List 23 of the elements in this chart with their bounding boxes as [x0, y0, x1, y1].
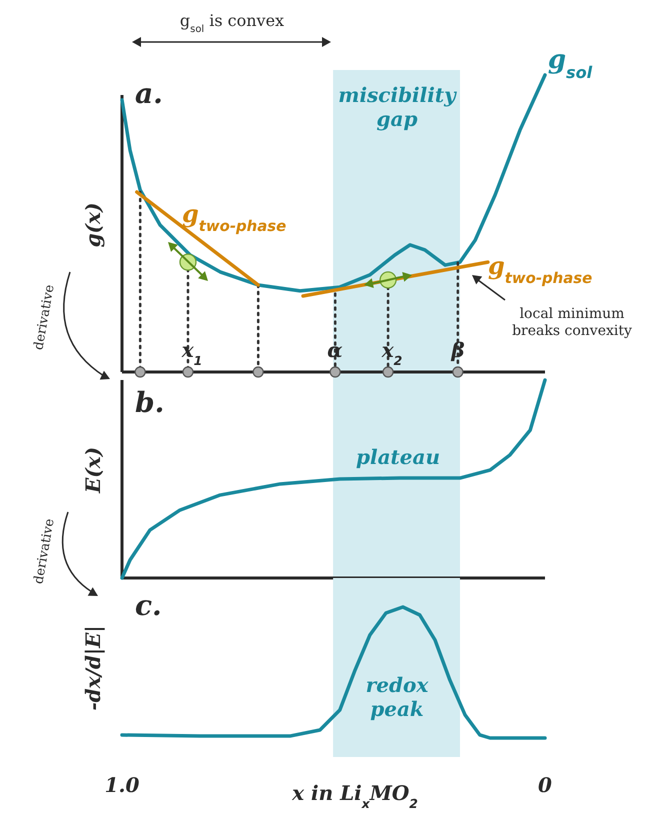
text: derivative: [31, 283, 58, 352]
annotation: g$_{two-phase}$: [182, 199, 286, 235]
annotation: c.: [135, 589, 162, 622]
text: derivative: [31, 517, 58, 586]
annotation: local minimum breaks convexity: [512, 306, 632, 339]
annotation: b.: [135, 386, 164, 419]
annotation: α: [327, 338, 343, 362]
annotation: x$_{1}$: [180, 338, 202, 368]
x-axis-title: x in Li$_{x}$MO$_{2}$: [291, 781, 418, 810]
annotation: g$_{two-phase}$: [488, 251, 592, 287]
y-axis-title: -dx/d|E|: [81, 625, 105, 711]
x-tick-label: 0: [538, 773, 552, 797]
x-tick-label: 1.0: [104, 773, 140, 797]
annotation: a.: [135, 77, 163, 110]
annotation: plateau: [356, 445, 440, 469]
text: g$_{sol}$: [548, 45, 593, 82]
annotation: redox peak: [366, 673, 430, 721]
y-axis-title: g(x): [81, 202, 105, 248]
y-axis-title: E(x): [81, 446, 105, 494]
band-label: miscibility gap: [338, 83, 458, 131]
text: g$_{sol}$ is convex: [180, 11, 284, 34]
annotation: x$_{2}$: [380, 338, 402, 368]
annotation: β: [450, 338, 465, 362]
